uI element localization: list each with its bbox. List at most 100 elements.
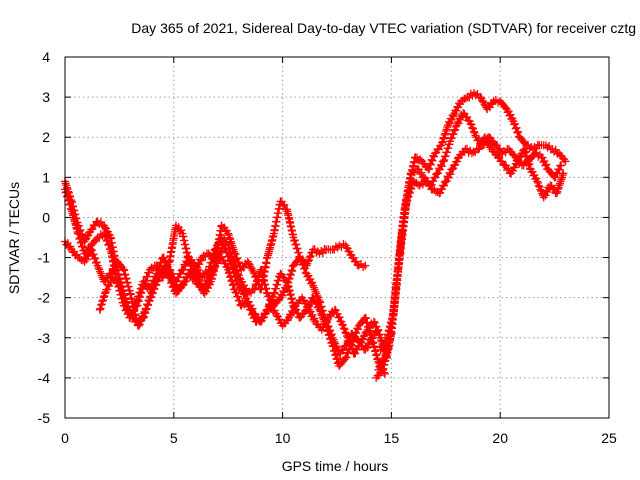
data-marker (286, 311, 295, 320)
data-marker (267, 297, 276, 306)
data-marker (374, 326, 383, 335)
data-marker (96, 267, 105, 276)
data-marker (133, 296, 142, 305)
data-marker (273, 280, 282, 289)
data-marker (228, 264, 237, 273)
data-marker (534, 181, 543, 190)
data-marker (174, 273, 183, 282)
data-marker (61, 179, 70, 188)
data-marker (353, 260, 362, 269)
y-tick-label: 3 (42, 89, 50, 105)
data-marker (370, 318, 379, 327)
data-marker (317, 309, 326, 318)
data-marker (308, 310, 317, 319)
data-marker (555, 166, 564, 175)
data-marker (485, 143, 494, 152)
data-marker (428, 156, 437, 165)
data-marker (345, 336, 354, 345)
data-marker (214, 251, 223, 260)
data-marker (290, 236, 299, 245)
data-marker (136, 317, 145, 326)
data-marker (271, 284, 280, 293)
data-marker (87, 246, 96, 255)
data-marker (510, 119, 519, 128)
data-marker (74, 230, 83, 239)
data-marker (120, 293, 129, 302)
data-point (115, 281, 124, 290)
data-marker (439, 134, 448, 143)
data-marker (293, 244, 302, 253)
data-marker (440, 156, 449, 165)
data-marker (508, 166, 517, 175)
data-marker (280, 288, 289, 297)
data-marker (92, 258, 101, 267)
data-marker (310, 295, 319, 304)
data-marker (162, 261, 171, 270)
data-marker (77, 238, 86, 247)
data-point (557, 161, 566, 170)
data-marker (245, 260, 254, 269)
data-marker (76, 238, 85, 247)
data-marker (452, 157, 461, 166)
data-marker (99, 293, 108, 302)
data-marker (230, 268, 239, 277)
data-marker (261, 309, 270, 318)
y-tick-label: 1 (42, 169, 50, 185)
data-marker (91, 254, 100, 263)
data-point (134, 321, 143, 330)
data-marker (299, 260, 308, 269)
plot-frame (64, 56, 610, 419)
data-marker (286, 271, 295, 280)
data-marker (432, 170, 441, 179)
data-marker (225, 233, 234, 242)
data-point (239, 289, 248, 298)
data-marker (170, 277, 179, 286)
data-marker (331, 350, 340, 359)
data-marker (309, 315, 318, 324)
data-marker (316, 298, 325, 307)
data-marker (235, 283, 244, 292)
data-marker (96, 304, 105, 313)
data-marker (521, 147, 530, 156)
data-marker (233, 292, 242, 301)
chart-title: Day 365 of 2021, Sidereal Day-to-day VTE… (131, 20, 636, 36)
data-point (95, 305, 104, 314)
y-tick-label: -4 (38, 370, 51, 386)
data-marker (436, 188, 445, 197)
data-marker (159, 253, 168, 262)
data-marker (514, 127, 523, 136)
data-point (561, 157, 570, 166)
data-series (61, 89, 570, 382)
data-marker (288, 267, 297, 276)
data-marker (495, 144, 504, 153)
data-marker (448, 130, 457, 139)
data-marker (475, 144, 484, 153)
data-marker (325, 330, 334, 339)
data-marker (143, 301, 152, 310)
data-marker (447, 115, 456, 124)
data-marker (352, 329, 361, 338)
data-marker (557, 175, 566, 184)
data-point (315, 305, 324, 314)
data-marker (417, 168, 426, 177)
data-marker (339, 324, 348, 333)
data-marker (454, 119, 463, 128)
data-point (224, 229, 233, 238)
data-marker (361, 314, 370, 323)
data-marker (98, 297, 107, 306)
data-marker (343, 332, 352, 341)
data-marker (454, 103, 463, 112)
data-marker (524, 160, 533, 169)
series-trace-7 (376, 133, 568, 354)
data-marker (304, 257, 313, 266)
data-marker (510, 151, 519, 160)
data-marker (353, 325, 362, 334)
data-marker (469, 127, 478, 136)
data-marker (378, 343, 387, 352)
data-marker (403, 196, 412, 205)
data-marker (305, 253, 314, 262)
x-tick-label: 15 (384, 430, 400, 446)
data-point (269, 289, 278, 298)
data-point (87, 245, 96, 254)
